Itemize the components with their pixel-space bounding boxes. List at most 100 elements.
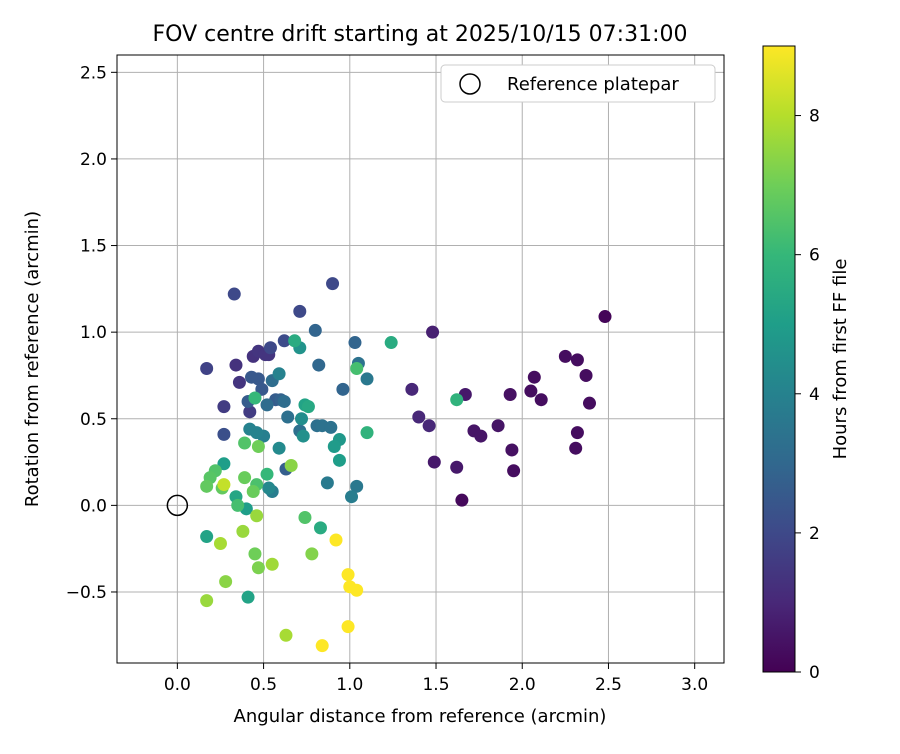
- x-tick-label: 1.0: [336, 675, 363, 695]
- legend-label: Reference platepar: [507, 74, 679, 95]
- colorbar-tick-label: 4: [809, 385, 820, 405]
- data-point: [284, 459, 298, 473]
- x-tick-label: 1.5: [422, 675, 449, 695]
- data-point: [341, 620, 355, 634]
- x-tick-label: 0.0: [164, 675, 191, 695]
- data-point: [243, 405, 257, 419]
- data-point: [503, 388, 517, 402]
- plot-area: [117, 55, 724, 663]
- data-point: [570, 426, 584, 440]
- data-point: [360, 372, 374, 386]
- colorbar: 0 2 4 6 8 Hours from first FF file: [762, 45, 851, 683]
- y-tick-label: 2.5: [80, 63, 107, 83]
- data-point: [260, 467, 274, 481]
- legend-box: [440, 64, 716, 103]
- data-point: [295, 412, 309, 426]
- data-point: [246, 485, 260, 499]
- data-point: [341, 568, 355, 582]
- data-point: [243, 422, 257, 436]
- data-point: [298, 510, 312, 524]
- data-point: [217, 478, 231, 492]
- data-point: [579, 368, 593, 382]
- y-tick-label: 0.0: [80, 496, 107, 516]
- data-point: [450, 393, 464, 407]
- data-point: [296, 429, 310, 443]
- data-point: [251, 561, 265, 575]
- data-point: [507, 464, 521, 478]
- data-point: [313, 521, 327, 535]
- colorbar-tick-label: 0: [809, 663, 820, 683]
- x-tick-label: 3.0: [681, 675, 708, 695]
- chart-title: FOV centre drift starting at 2025/10/15 …: [153, 22, 688, 47]
- data-point: [405, 382, 419, 396]
- data-point: [412, 410, 426, 424]
- y-axis-label: Rotation from reference (arcmin): [22, 211, 43, 507]
- colorbar-ticks: 0 2 4 6 8: [795, 107, 820, 683]
- colorbar-label: Hours from first FF file: [830, 259, 851, 460]
- data-point: [327, 439, 341, 453]
- data-point: [277, 394, 291, 408]
- data-point: [505, 443, 519, 457]
- data-point: [558, 349, 572, 363]
- colorbar-gradient: [763, 46, 795, 672]
- data-point: [315, 639, 329, 653]
- data-point: [217, 427, 231, 441]
- data-point: [227, 287, 241, 301]
- data-point: [248, 547, 262, 561]
- data-point: [360, 426, 374, 440]
- data-point: [217, 400, 231, 414]
- data-point: [245, 370, 259, 384]
- colorbar-tick-label: 2: [809, 524, 820, 544]
- data-point: [255, 382, 269, 396]
- data-point: [263, 341, 277, 355]
- data-point: [527, 370, 541, 384]
- data-point: [279, 628, 293, 642]
- x-tick-label: 0.5: [250, 675, 277, 695]
- x-axis-ticks: 0.0 0.5 1.0 1.5 2.0 2.5 3.0: [164, 663, 708, 695]
- data-point: [251, 439, 265, 453]
- data-point: [231, 498, 245, 512]
- data-point: [455, 493, 469, 507]
- data-point: [238, 436, 252, 450]
- data-point: [348, 336, 362, 350]
- data-point: [427, 455, 441, 469]
- data-point: [329, 533, 343, 547]
- x-axis-label: Angular distance from reference (arcmin): [234, 706, 607, 727]
- data-point: [598, 310, 612, 324]
- data-point: [305, 547, 319, 561]
- data-point: [384, 336, 398, 350]
- data-points: [200, 277, 612, 653]
- data-point: [350, 479, 364, 493]
- data-point: [219, 575, 233, 589]
- colorbar-tick-label: 6: [809, 246, 820, 266]
- legend: Reference platepar: [440, 64, 716, 103]
- data-point: [232, 375, 246, 389]
- colorbar-frame: [762, 45, 796, 673]
- data-point: [326, 277, 340, 291]
- colorbar-tick-label: 8: [809, 107, 820, 127]
- x-tick-label: 2.0: [509, 675, 536, 695]
- data-point: [336, 382, 350, 396]
- data-point: [345, 490, 359, 504]
- data-point: [332, 453, 346, 467]
- data-point: [229, 358, 243, 372]
- data-point: [265, 557, 279, 571]
- data-point: [350, 362, 364, 376]
- data-point: [350, 583, 364, 597]
- data-point: [569, 441, 583, 455]
- data-point: [200, 530, 214, 544]
- data-point: [272, 367, 286, 381]
- data-point: [250, 509, 264, 523]
- data-point: [217, 457, 231, 471]
- data-point: [320, 476, 334, 490]
- data-point: [262, 481, 276, 495]
- data-point: [272, 441, 286, 455]
- y-tick-label: 1.0: [80, 323, 107, 343]
- data-point: [491, 419, 505, 433]
- data-point: [260, 398, 274, 412]
- reference-platepar-marker: [166, 494, 189, 517]
- y-axis-ticks: −0.5 0.0 0.5 1.0 1.5 2.0 2.5: [66, 63, 117, 603]
- data-point: [248, 391, 262, 405]
- data-point: [241, 590, 255, 604]
